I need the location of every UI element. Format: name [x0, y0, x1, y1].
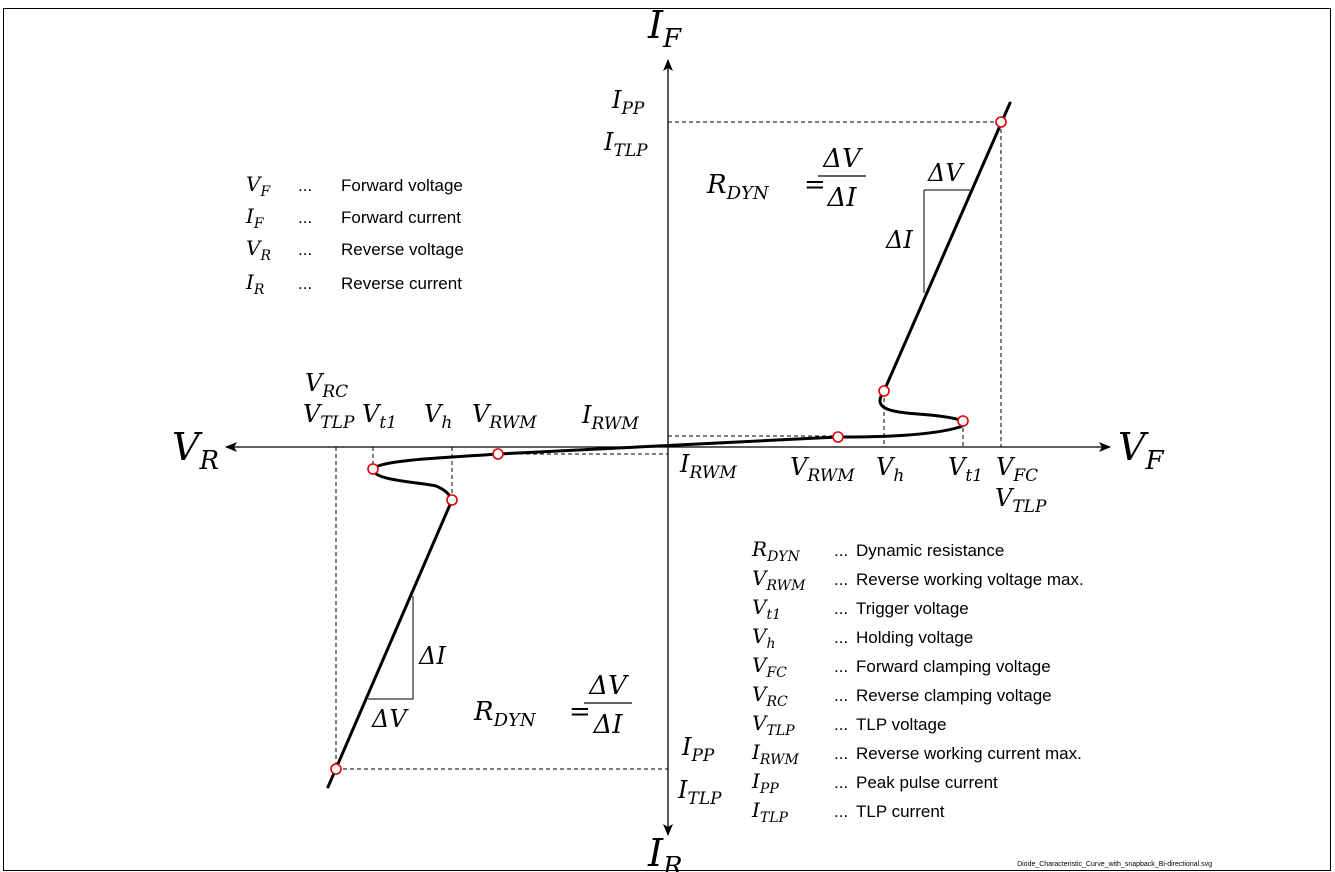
- legend-br-desc: Peak pulse current: [856, 773, 998, 792]
- axis-label-vr: VR: [172, 425, 219, 476]
- marker-vt1-negative: [367, 463, 379, 475]
- legend-br-dots: ...: [834, 628, 848, 647]
- legend-tl-dots: ...: [298, 240, 312, 259]
- svg-text:ΔI: ΔI: [826, 183, 857, 213]
- diagram-frame: [3, 8, 1331, 871]
- legend-br-dots: ...: [834, 773, 848, 792]
- label-vh-neg: Vh: [424, 400, 452, 433]
- label-vrwm-pos: VRWM: [790, 453, 855, 486]
- legend-br-desc: Reverse clamping voltage: [856, 686, 1052, 705]
- legend-tl-symbol: VR: [246, 236, 271, 264]
- legend-br-symbol: RDYN: [751, 537, 801, 565]
- legend-tl-desc: Reverse current: [341, 274, 462, 293]
- marker-vh-positive: [878, 385, 890, 397]
- legend-tl-symbol: IF: [245, 204, 265, 232]
- legend-br-desc: Forward clamping voltage: [856, 657, 1051, 676]
- legend-br-symbol: Vh: [752, 624, 775, 652]
- legend-br-desc: Trigger voltage: [856, 599, 969, 618]
- svg-text:ΔV: ΔV: [822, 144, 863, 174]
- legend-br-symbol: IPP: [751, 769, 779, 797]
- svg-text:RDYN: RDYN: [706, 170, 770, 204]
- delta-i-label-q3: ΔI: [418, 642, 446, 670]
- label-itlp-q1: ITLP: [603, 128, 648, 161]
- file-caption: Diode_Characteristic_Curve_with_snapback…: [1017, 861, 1212, 868]
- label-vh-pos: Vh: [876, 453, 904, 486]
- formula-rdyn-q3: RDYN = ΔV ΔI: [473, 671, 632, 740]
- legend-br-desc: Dynamic resistance: [856, 541, 1004, 560]
- legend-br-dots: ...: [834, 599, 848, 618]
- label-vrwm-neg: VRWM: [472, 400, 537, 433]
- label-vtlp-pos: VTLP: [995, 484, 1047, 517]
- legend-top-left: VF ... Forward voltage IF ... Forward cu…: [245, 172, 464, 298]
- legend-tl-symbol: VF: [246, 172, 271, 200]
- label-irwm-above: IRWM: [581, 401, 639, 434]
- svg-text:RDYN: RDYN: [473, 697, 537, 731]
- legend-br-dots: ...: [834, 657, 848, 676]
- legend-br-dots: ...: [834, 802, 848, 821]
- legend-br-dots: ...: [834, 686, 848, 705]
- characteristic-curve: [326, 101, 1012, 789]
- label-irwm-below: IRWM: [679, 450, 737, 483]
- legend-br-desc: Holding voltage: [856, 628, 973, 647]
- formula-rdyn-q1: RDYN = ΔV ΔI: [706, 144, 866, 213]
- delta-v-label-q3: ΔV: [371, 705, 409, 733]
- axis-label-if: IF: [647, 3, 682, 54]
- delta-i-label-q1: ΔI: [885, 226, 913, 254]
- legend-tl-dots: ...: [298, 274, 312, 293]
- legend-br-symbol: VTLP: [752, 711, 795, 739]
- marker-vrwm-positive: [832, 431, 844, 443]
- svg-text:=: =: [569, 697, 591, 727]
- label-vtlp-neg: VTLP: [303, 400, 355, 433]
- label-itlp-q3: ITLP: [677, 776, 722, 809]
- curve-markers: [330, 116, 1007, 775]
- legend-br-symbol: Vt1: [752, 595, 781, 623]
- slope-triangle-q3: [368, 596, 414, 700]
- label-vfc-pos: VFC: [996, 453, 1038, 486]
- svg-text:ΔI: ΔI: [592, 710, 623, 740]
- label-ipp-q3: IPP: [681, 733, 715, 766]
- legend-tl-desc: Reverse voltage: [341, 240, 464, 259]
- svg-text:=: =: [804, 170, 826, 200]
- label-vt1-pos: Vt1: [948, 453, 983, 486]
- legend-br-desc: Reverse working current max.: [856, 744, 1082, 763]
- marker-vrwm-negative: [492, 448, 504, 460]
- legend-br-dots: ...: [834, 744, 848, 763]
- label-ipp-q1: IPP: [611, 86, 645, 119]
- label-vrc-neg: VRC: [305, 369, 348, 402]
- legend-br-dots: ...: [834, 715, 848, 734]
- marker-vh-negative: [446, 494, 458, 506]
- legend-br-symbol: VRWM: [752, 566, 806, 594]
- legend-br-symbol: VRC: [752, 682, 788, 710]
- legend-br-desc: TLP current: [856, 802, 945, 821]
- legend-tl-desc: Forward voltage: [341, 176, 463, 195]
- legend-br-symbol: VFC: [752, 653, 787, 681]
- legend-bottom-right: RDYN ... Dynamic resistance VRWM ... Rev…: [751, 537, 1084, 826]
- legend-tl-symbol: IR: [245, 270, 265, 298]
- legend-tl-dots: ...: [298, 208, 312, 227]
- slope-triangle-q1: [923, 189, 970, 293]
- delta-v-label-q1: ΔV: [927, 159, 965, 187]
- legend-br-symbol: ITLP: [751, 798, 789, 826]
- label-vt1-neg: Vt1: [362, 400, 397, 433]
- marker-ipp-positive: [995, 116, 1007, 128]
- axis-label-ir: IR: [647, 831, 683, 872]
- legend-br-symbol: IRWM: [751, 740, 800, 768]
- svg-text:ΔV: ΔV: [588, 671, 629, 701]
- legend-br-dots: ...: [834, 541, 848, 560]
- legend-tl-desc: Forward current: [341, 208, 461, 227]
- legend-br-dots: ...: [834, 570, 848, 589]
- axis-label-vf: VF: [1118, 425, 1164, 476]
- marker-vt1-positive: [957, 415, 969, 427]
- legend-br-desc: TLP voltage: [856, 715, 946, 734]
- legend-tl-dots: ...: [298, 176, 312, 195]
- legend-br-desc: Reverse working voltage max.: [856, 570, 1084, 589]
- marker-ipp-negative: [330, 763, 342, 775]
